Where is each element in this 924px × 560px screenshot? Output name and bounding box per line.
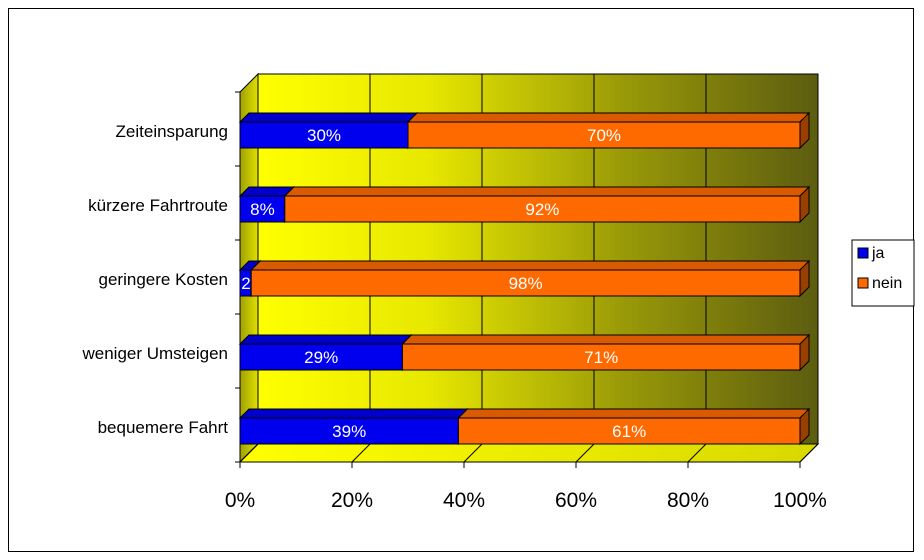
bar-side <box>799 185 810 224</box>
bar <box>401 343 801 371</box>
bar-side <box>799 259 810 298</box>
bar <box>407 121 801 149</box>
floor <box>238 443 820 463</box>
legend: ja nein <box>851 239 915 307</box>
bar-top <box>406 112 811 123</box>
bar-segment-nein: 98% <box>249 259 811 298</box>
data-label: 39% <box>332 422 366 441</box>
bar <box>250 269 801 297</box>
x-tick-label: 20% <box>331 489 373 512</box>
bar <box>457 417 801 445</box>
bar-segment-nein: 70% <box>406 111 811 150</box>
bar-segment-ja: 39% <box>238 407 469 446</box>
bar-top <box>238 334 413 345</box>
bar-segment-nein: 61% <box>457 407 811 446</box>
gridline-floor <box>351 443 371 463</box>
gridline-floor <box>687 443 707 463</box>
data-label: 30% <box>307 126 341 145</box>
bar <box>284 195 801 223</box>
category-label: geringere Kosten <box>99 270 228 289</box>
x-tick-labels: 0% 20% 40% 60% 80% 100% <box>225 489 827 512</box>
category-labels: Zeiteinsparung kürzere Fahrtroute geringer… <box>81 122 228 437</box>
gridline-floor <box>799 443 819 463</box>
bar-side <box>799 111 810 150</box>
x-tick-label: 60% <box>555 489 597 512</box>
data-label: 71% <box>584 348 618 367</box>
data-label: 98% <box>509 274 543 293</box>
bars: 30%70%8%92%2%98%29%71%39%61% <box>238 111 811 446</box>
bar-segment-ja: 29% <box>238 333 413 372</box>
bar <box>239 195 286 223</box>
legend-label: nein <box>872 275 902 292</box>
x-tick-label: 80% <box>667 489 709 512</box>
bar <box>239 417 459 445</box>
bar-top <box>238 408 469 419</box>
category-label: weniger Umsteigen <box>81 344 228 363</box>
bar-segment-ja: 30% <box>238 111 419 150</box>
data-label: 70% <box>587 126 621 145</box>
bar-top <box>249 260 811 271</box>
bar <box>239 121 409 149</box>
category-label: kürzere Fahrtroute <box>88 196 228 215</box>
legend-swatch <box>857 247 869 259</box>
bar-side <box>799 407 810 446</box>
x-tick-label: 40% <box>443 489 485 512</box>
bar-segment-nein: 92% <box>283 185 811 224</box>
bar-top <box>283 186 811 197</box>
gridline-floor <box>239 443 259 463</box>
legend-swatch <box>857 277 869 289</box>
gridline-floor <box>575 443 595 463</box>
bar-side <box>799 333 810 372</box>
data-label: 8% <box>250 200 275 219</box>
category-label: Zeiteinsparung <box>116 122 228 141</box>
bar-top <box>401 334 811 345</box>
category-label: bequemere Fahrt <box>98 418 229 437</box>
data-label: 92% <box>525 200 559 219</box>
legend-label: ja <box>871 245 885 262</box>
bar-top <box>457 408 811 419</box>
bar-top <box>238 112 419 123</box>
x-tick-label: 100% <box>773 489 827 512</box>
gridline-floor <box>463 443 483 463</box>
data-label: 29% <box>304 348 338 367</box>
bar-segment-nein: 71% <box>401 333 811 372</box>
bar <box>239 343 403 371</box>
x-tick-label: 0% <box>225 489 255 512</box>
data-label: 61% <box>612 422 646 441</box>
